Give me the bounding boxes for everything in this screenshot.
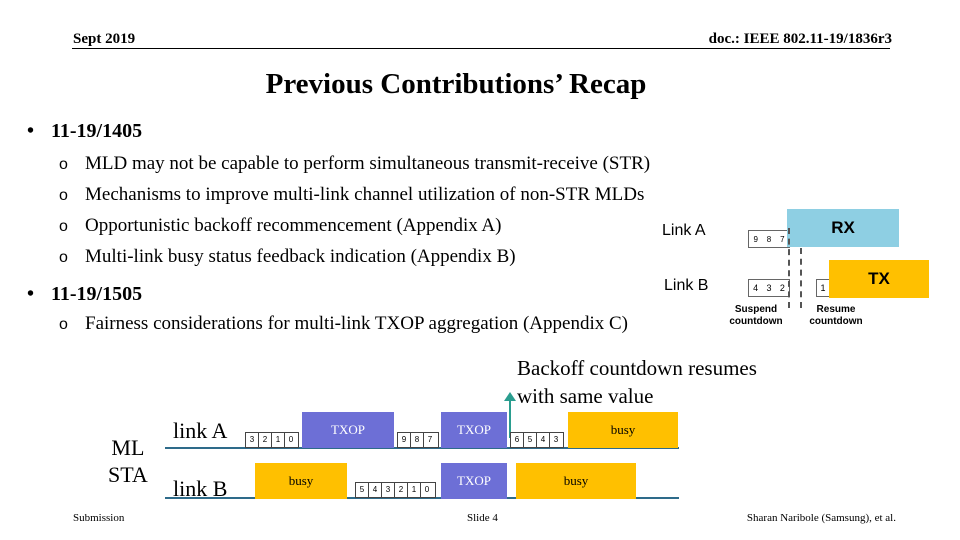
link-a-txop-2: TXOP	[441, 412, 507, 448]
link-a-counter-3: 6 5 4 3	[510, 432, 564, 448]
counter-cell: 3	[553, 435, 559, 444]
link-a-txop-1: TXOP	[302, 412, 394, 448]
link-b-txop: TXOP	[441, 463, 507, 499]
footer-author: Sharan Naribole (Samsung), et al.	[746, 512, 896, 524]
link-b-label: link B	[173, 476, 228, 501]
section-2-label: 11-19/1505	[51, 283, 143, 305]
list-item-text: Multi-link busy status feedback indicati…	[85, 246, 516, 267]
link-b-timeline	[165, 497, 679, 499]
counter-cell: 0	[288, 435, 294, 444]
suspend-marker	[788, 228, 790, 308]
list-item: o Opportunistic backoff recommencement (A…	[59, 215, 501, 237]
counter-cell: 9	[753, 234, 758, 244]
counter-cell: 0	[424, 485, 430, 494]
sub-bullet: o	[59, 218, 68, 235]
header-rule	[72, 48, 890, 49]
counter-cell: 7	[427, 435, 433, 444]
link-b-counter: 4 3 2	[748, 279, 790, 297]
up-arrow-icon	[504, 392, 516, 401]
link-a-timeline	[165, 447, 679, 449]
counter-cell: 4	[369, 483, 382, 497]
counter-cell: 3	[382, 483, 395, 497]
sub-bullet: o	[59, 316, 68, 333]
resume-countdown-label: Resume countdown	[809, 304, 863, 327]
counter-cell: 4	[537, 433, 550, 447]
counter-cell: 8	[766, 234, 772, 244]
header-doc-id: doc.: IEEE 802.11-19/1836r3	[708, 31, 892, 47]
list-item: o Mechanisms to improve multi-link channe…	[59, 184, 644, 206]
list-item-text: Opportunistic backoff recommencement (Ap…	[85, 215, 502, 236]
diagram-link-a-label: Link A	[662, 222, 706, 239]
backoff-annotation: Backoff countdown resumes with same valu…	[517, 356, 757, 408]
link-a-label: link A	[173, 418, 228, 443]
counter-cell: 1	[408, 483, 421, 497]
sta-text: STA	[108, 462, 148, 487]
list-item-text: MLD may not be capable to perform simult…	[85, 153, 651, 174]
sub-bullet: o	[59, 249, 68, 266]
diagram-link-b-label: Link B	[664, 277, 709, 294]
resume-marker	[800, 248, 802, 308]
section-1-bullet: • 11-19/1405	[27, 120, 142, 143]
counter-cell: 3	[246, 433, 259, 447]
list-item: o MLD may not be capable to perform simul…	[59, 153, 650, 175]
counter-cell: 5	[524, 433, 537, 447]
header-date: Sept 2019	[73, 31, 136, 47]
link-b-counter: 5 4 3 2 1 0	[355, 482, 436, 498]
bullet-dot: •	[27, 120, 35, 142]
list-item: o Multi-link busy status feedback indicat…	[59, 246, 516, 268]
rx-block: RX	[787, 209, 899, 247]
counter-cell: 9	[398, 433, 411, 447]
link-b-busy-1: busy	[255, 463, 347, 499]
counter-cell: 4	[753, 283, 759, 293]
link-a-counter-1: 3 2 1 0	[245, 432, 299, 448]
slide-title: Previous Contributions’ Recap	[265, 68, 647, 100]
counter-cell: 1	[820, 283, 826, 293]
section-2-bullet: • 11-19/1505	[27, 283, 142, 306]
counter-cell: 3	[766, 283, 772, 293]
counter-cell: 8	[411, 433, 424, 447]
counter-cell: 5	[356, 483, 369, 497]
sub-bullet: o	[59, 156, 68, 173]
sub-bullet: o	[59, 187, 68, 204]
link-b-busy-2: busy	[516, 463, 636, 499]
counter-cell: 6	[511, 433, 524, 447]
link-a-busy: busy	[568, 412, 678, 448]
ml-text: ML	[111, 435, 145, 460]
annotation-arrow-shaft	[509, 398, 511, 438]
counter-cell: 2	[395, 483, 408, 497]
suspend-countdown-label: Suspend countdown	[729, 304, 783, 327]
link-a-counter: 9 8 7	[748, 230, 790, 248]
list-item-text: Mechanisms to improve multi-link channel…	[85, 184, 645, 205]
bullet-dot: •	[27, 283, 35, 305]
ml-sta-label: ML STA	[108, 434, 148, 488]
counter-cell: 2	[259, 433, 272, 447]
counter-cell: 7	[780, 234, 785, 244]
footer-slide-number: Slide 4	[467, 512, 498, 524]
counter-cell: 1	[272, 433, 285, 447]
link-a-counter-2: 9 8 7	[397, 432, 439, 448]
list-item-text: Fairness considerations for multi-link T…	[85, 313, 628, 334]
tx-block: TX	[829, 260, 929, 298]
list-item: o Fairness considerations for multi-link …	[59, 313, 628, 335]
footer-submission: Submission	[73, 512, 125, 524]
section-1-label: 11-19/1405	[51, 120, 143, 142]
counter-cell: 2	[779, 283, 785, 293]
